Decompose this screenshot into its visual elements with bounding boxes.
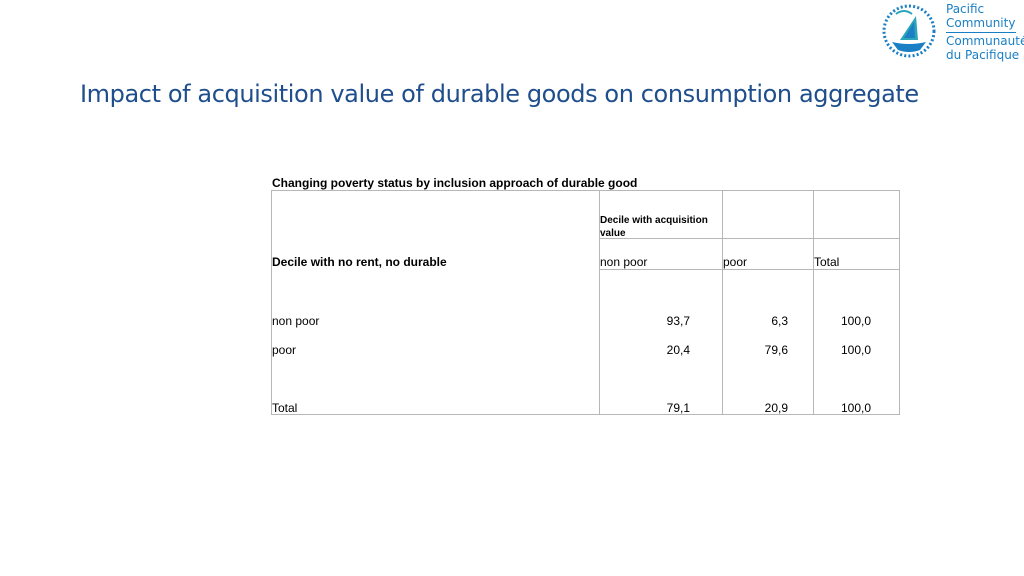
- column-header-total: Total: [814, 255, 840, 269]
- cell-non-poor-non-poor: 93,7: [666, 314, 690, 328]
- cell-non-poor-poor: 6,3: [771, 314, 788, 328]
- table-top-border: [271, 190, 900, 191]
- column-header-non-poor: non poor: [600, 255, 648, 269]
- table-column-header-divider: [599, 269, 900, 270]
- table-header-divider: [599, 238, 900, 239]
- cell-poor-non-poor: 20,4: [666, 343, 690, 357]
- cell-total-non-poor: 79,1: [666, 401, 690, 415]
- logo-line-1: Pacific: [946, 2, 985, 16]
- logo-line-2: Community: [946, 16, 1016, 30]
- cell-total-total: 100,0: [840, 401, 871, 415]
- logo-line-3: Communauté: [946, 34, 1024, 48]
- cell-non-poor-total: 100,0: [840, 314, 871, 328]
- cell-poor-total: 100,0: [840, 343, 871, 357]
- column-header-poor: poor: [723, 255, 748, 269]
- table-bottom-border: [271, 414, 900, 415]
- cell-total-poor: 20,9: [764, 401, 788, 415]
- row-label-poor: poor: [272, 343, 297, 357]
- table-col-divider-3: [813, 190, 814, 415]
- row-header-label: Decile with no rent, no durable: [272, 255, 447, 269]
- column-group-label: Decile with acquisition value: [600, 215, 708, 239]
- poverty-status-table: Decile with acquisition value Decile wit…: [271, 190, 900, 415]
- table-caption: Changing poverty status by inclusion app…: [272, 176, 638, 190]
- table-left-border: [271, 190, 272, 415]
- table-right-border: [899, 190, 900, 415]
- logo-line-4: du Pacifique: [946, 48, 1020, 62]
- pacific-community-logo: Pacific Community Communauté du Pacifiqu…: [880, 2, 1024, 62]
- cell-poor-poor: 79,6: [764, 343, 788, 357]
- row-label-non-poor: non poor: [272, 314, 320, 328]
- table-col-divider-1: [599, 190, 600, 415]
- table-col-divider-2: [722, 190, 723, 415]
- logo-emblem-icon: [882, 4, 936, 58]
- logo-text: Pacific Community Communauté du Pacifiqu…: [946, 2, 1024, 62]
- column-group-header: Decile with acquisition value: [600, 214, 720, 240]
- slide-title: Impact of acquisition value of durable g…: [80, 80, 919, 108]
- row-label-total: Total: [272, 401, 298, 415]
- logo-divider: [946, 32, 1016, 33]
